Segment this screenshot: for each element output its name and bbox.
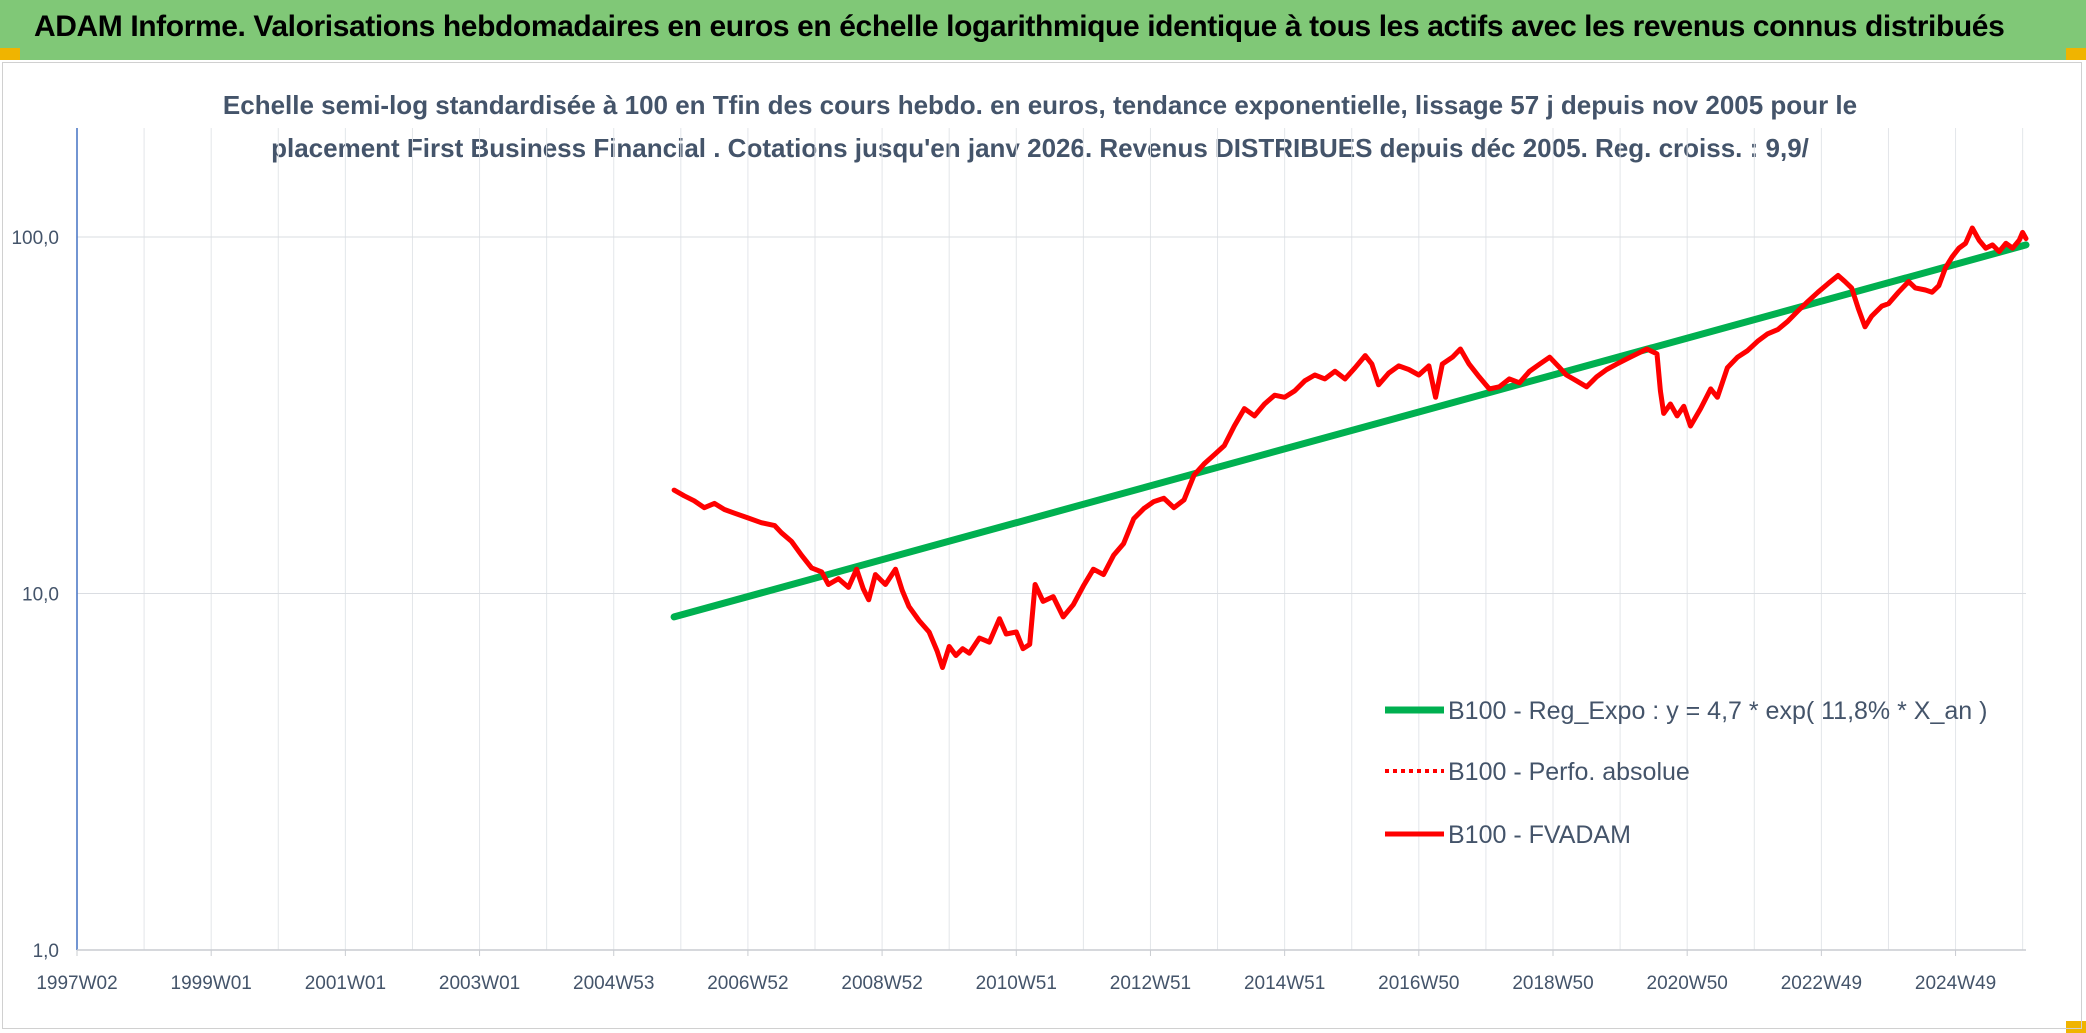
series-line-fvadam (671, 225, 2029, 670)
corner-marker-left (0, 48, 20, 60)
x-tick-label: 2008W52 (841, 973, 922, 994)
x-tick-label: 2003W01 (439, 973, 520, 994)
grid-lines (77, 128, 2026, 950)
y-tick-label: 1,0 (33, 941, 59, 962)
x-tick-label: 2018W50 (1512, 973, 1593, 994)
x-tick-label: 2016W50 (1378, 973, 1459, 994)
x-tick-label: 2010W51 (976, 973, 1057, 994)
series-layer (670, 225, 2030, 670)
series-line-reg-expo (670, 241, 2030, 621)
chart-frame (2, 62, 2082, 1029)
banner-title: ADAM Informe. Valorisations hebdomadaire… (34, 10, 2005, 43)
x-tick-label: 1999W01 (171, 973, 252, 994)
x-tick-label: 2004W53 (573, 973, 654, 994)
legend-label: B100 - FVADAM (1448, 821, 1631, 849)
corner-marker-right (2066, 48, 2086, 60)
x-tick-label: 2024W49 (1915, 973, 1996, 994)
legend-label: B100 - Reg_Expo : y = 4,7 * exp( 11,8% *… (1448, 697, 1987, 725)
legend-label: B100 - Perfo. absolue (1448, 758, 1690, 786)
x-tick-label: 2006W52 (707, 973, 788, 994)
x-tick-label: 2014W51 (1244, 973, 1325, 994)
header-banner: ADAM Informe. Valorisations hebdomadaire… (0, 0, 2086, 60)
x-tick-label: 2022W49 (1781, 973, 1862, 994)
y-tick-label: 100,0 (11, 228, 59, 249)
x-tick-label: 1997W02 (36, 973, 117, 994)
chart-title-line-1: Echelle semi-log standardisée à 100 en T… (223, 90, 1857, 120)
x-tick-label: 2001W01 (305, 973, 386, 994)
chart-title-line-2: placement First Business Financial . Cot… (271, 133, 1809, 163)
x-tick-label: 2012W51 (1110, 973, 1191, 994)
axes: 100,0 10,0 1,0 1997W02 1999W01 2001W01 2003W01… (11, 128, 2026, 994)
legend: B100 - Reg_Expo : y = 4,7 * exp( 11,8% *… (1385, 697, 1987, 849)
y-tick-label: 10,0 (22, 585, 59, 606)
x-tick-label: 2020W50 (1647, 973, 1728, 994)
chart-title: Echelle semi-log standardisée à 100 en T… (223, 90, 1857, 163)
